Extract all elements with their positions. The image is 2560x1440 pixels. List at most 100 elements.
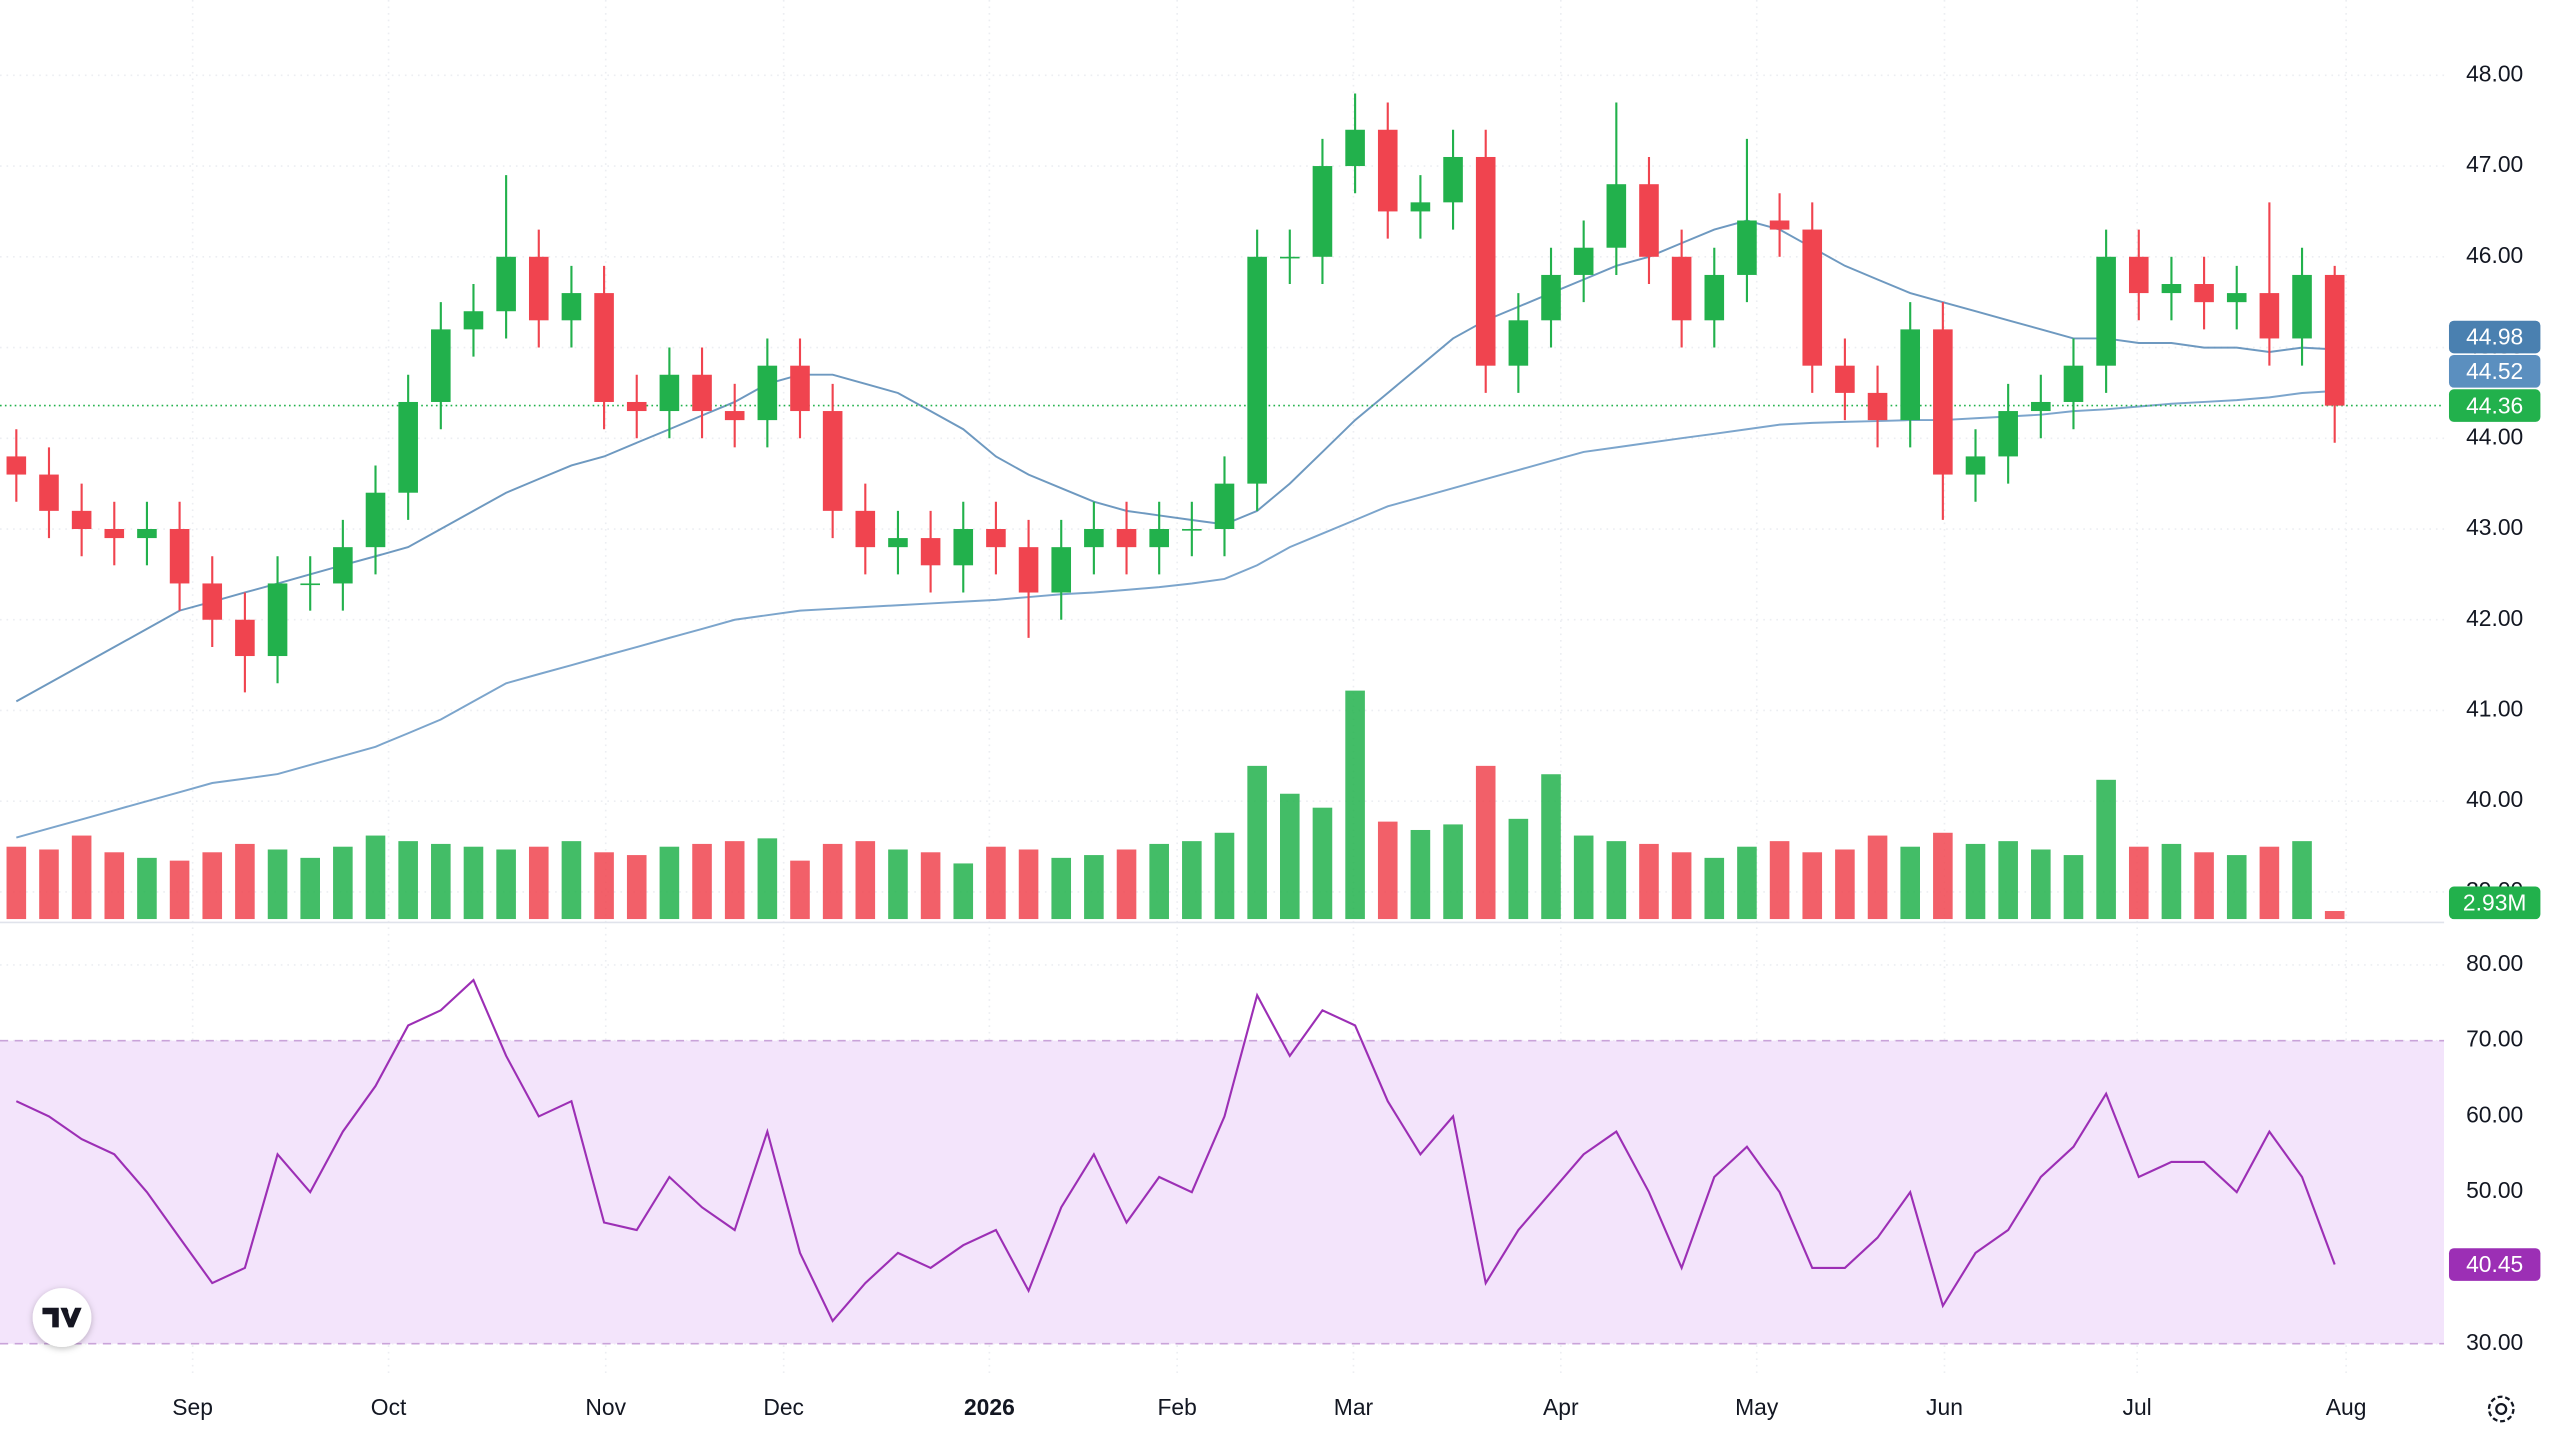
volume-bar (2194, 852, 2214, 920)
volume-bar (1051, 857, 1072, 920)
candle-body (2324, 274, 2345, 406)
volume-bar (1835, 849, 1855, 920)
volume-bar (1541, 774, 1561, 920)
volume-bar (1280, 793, 1300, 920)
candle-body (1182, 529, 1202, 531)
x-tick-label: Jul (2123, 1394, 2152, 1420)
value-label: 44.52 (2466, 358, 2523, 384)
candle-body (2292, 274, 2312, 339)
volume-bar (920, 852, 941, 920)
volume-bar (2031, 849, 2051, 920)
candle-body (790, 365, 810, 412)
volume-bar (790, 860, 810, 920)
logo[interactable] (32, 1288, 92, 1347)
candle-body (398, 401, 418, 493)
volume-bar (235, 843, 255, 920)
candle-body (1737, 220, 1757, 275)
volume-bar (888, 849, 908, 920)
candle-body (659, 374, 680, 412)
candle-body (2226, 293, 2247, 303)
volume-bar (267, 849, 288, 920)
volume-bar (1182, 841, 1202, 920)
value-box (2448, 354, 2541, 388)
x-tick-label: Mar (1334, 1394, 1374, 1420)
candle-body (1508, 320, 1529, 366)
volume-bar (6, 846, 27, 920)
volume-bar (1116, 849, 1137, 920)
volume-bar (2096, 779, 2116, 920)
candle-body (2161, 284, 2182, 294)
volume-bar (757, 838, 778, 920)
volume-bar (1933, 832, 1953, 920)
y-tick-label: 40.00 (2466, 786, 2523, 812)
volume-bar (137, 857, 157, 920)
candle-body (169, 529, 190, 584)
candle-body (1084, 529, 1104, 548)
y-tick-label: 43.00 (2466, 514, 2523, 540)
candle-body (1018, 547, 1039, 593)
candle-body (822, 411, 843, 511)
volume-bar (1214, 832, 1235, 920)
volume-bar (1704, 857, 1725, 920)
x-tick-label: 2026 (964, 1394, 1015, 1420)
x-tick-label: Sep (172, 1394, 213, 1420)
candle-body (1998, 411, 2018, 457)
volume-bar (39, 849, 59, 920)
volume-bar (594, 852, 614, 920)
y-tick-label: 46.00 (2466, 242, 2523, 268)
volume-bar (1867, 835, 1888, 920)
candle-body (1443, 156, 1463, 203)
volume-bar (1084, 855, 1104, 920)
settings-icon[interactable] (2487, 1395, 2515, 1423)
candle-body (2063, 365, 2084, 402)
value-box (2448, 886, 2541, 920)
volume-bar (463, 846, 484, 920)
candle-body (6, 456, 27, 475)
candle-body (1671, 256, 1692, 321)
volume-bar (202, 852, 223, 920)
volume-bar (496, 849, 516, 920)
volume-bar (2324, 911, 2345, 920)
volume-bar (1998, 841, 2018, 920)
candle-body (757, 365, 778, 421)
rsi-band-fill (0, 1040, 2445, 1344)
volume-bar (333, 846, 353, 920)
candle-body (1835, 365, 1855, 393)
volume-bar (1475, 765, 1496, 920)
candle-body (1933, 329, 1953, 475)
candle-body (692, 374, 712, 412)
volume-bar (1802, 852, 1823, 920)
volume-bar (1443, 824, 1463, 920)
rsi-band (0, 1039, 2445, 1345)
x-tick-label: May (1735, 1394, 1779, 1420)
y-tick-label: 70.00 (2466, 1026, 2523, 1052)
price-labels: 44.98 44.52 44.36 2.93M 40.45 (2448, 320, 2541, 1281)
candle-body (496, 256, 516, 312)
volume-bar (1018, 849, 1039, 920)
y-tick-label: 47.00 (2466, 151, 2523, 177)
volume-bar (1639, 843, 1659, 920)
candle-body (1965, 456, 1986, 475)
candle-body (1247, 256, 1267, 484)
candle-body (1900, 329, 1920, 421)
candle-body (594, 293, 614, 402)
candle-body (1214, 483, 1235, 530)
moving-average (15, 219, 2335, 703)
volume-bar (398, 841, 418, 920)
candle-body (561, 293, 582, 321)
value-label: 2.93M (2463, 890, 2527, 916)
volume-bar (561, 841, 582, 920)
volume-bar (1149, 843, 1169, 920)
rsi (15, 978, 2336, 1323)
volume-bar (2259, 846, 2280, 920)
candle-body (365, 492, 386, 548)
candle-body (1867, 392, 1888, 421)
candle-body (1116, 529, 1137, 548)
volume-bar (1345, 690, 1365, 920)
y-tick-label: 50.00 (2466, 1177, 2523, 1203)
candle-body (2128, 256, 2149, 294)
x-tick-label: Nov (585, 1394, 626, 1420)
y-tick-label: 41.00 (2466, 696, 2523, 722)
candle-body (1769, 220, 1790, 230)
volume-bar (169, 860, 190, 920)
